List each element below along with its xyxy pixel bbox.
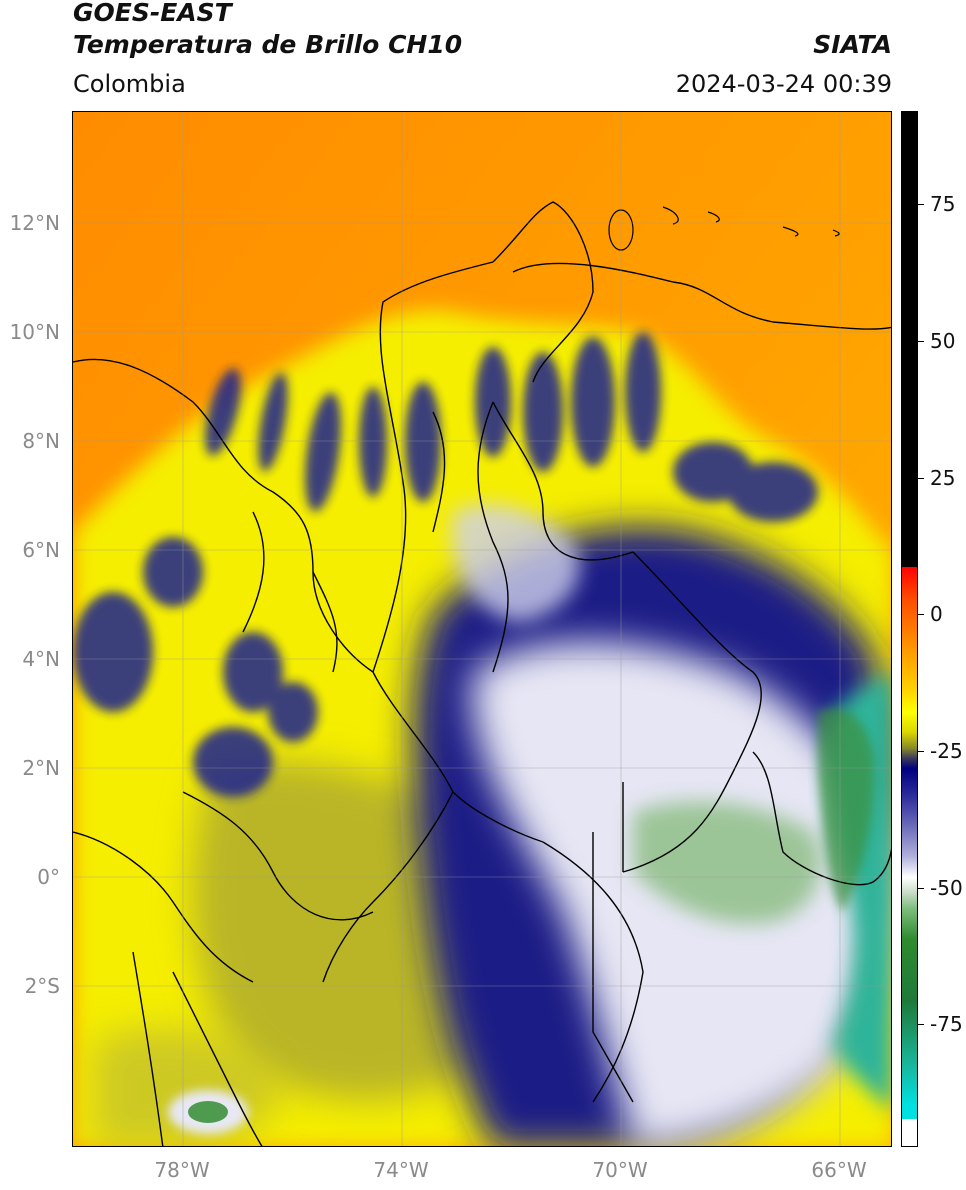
colorbar-tick [918, 341, 924, 342]
datetime-label: 2024-03-24 00:39 [675, 70, 892, 98]
lat-label: 10°N [9, 320, 60, 344]
colorbar-tick [918, 751, 924, 752]
boundaries [73, 201, 891, 1146]
satellite-title: GOES-EAST [73, 0, 232, 27]
map-canvas [73, 112, 891, 1146]
colorbar-label: -25 [930, 739, 963, 763]
lat-label: 2°N [22, 756, 60, 780]
lon-label: 66°W [811, 1158, 867, 1182]
colorbar-label: 50 [930, 329, 956, 353]
colorbar [901, 111, 918, 1147]
product-title: Temperatura de Brillo CH10 [73, 30, 463, 59]
colorbar-tick [918, 614, 924, 615]
colorbar-tick [918, 1024, 924, 1025]
green-cold-edge [818, 708, 874, 912]
lon-label: 78°W [154, 1158, 210, 1182]
lon-label: 74°W [373, 1158, 429, 1182]
isolated-cold-cell-core [188, 1101, 228, 1123]
satellite-map[interactable] [72, 111, 892, 1147]
colorbar-label: 75 [930, 192, 956, 216]
colorbar-tick [918, 888, 924, 889]
colorbar-label: 25 [930, 466, 956, 490]
lat-label: 8°N [22, 429, 60, 453]
olive-cloud-zone [192, 759, 493, 1100]
graticule [73, 112, 891, 1146]
colorbar-label: -50 [930, 876, 963, 900]
colorbar-label: 0 [930, 602, 943, 626]
cold-cloud-tops-2 [451, 503, 580, 622]
lon-label: 70°W [592, 1158, 648, 1182]
colorbar-tick [918, 204, 924, 205]
colorbar-tick [918, 478, 924, 479]
lat-label: 0° [37, 865, 60, 889]
colorbar-label: -75 [930, 1012, 963, 1036]
convective-streaks [73, 332, 818, 797]
lat-label: 12°N [9, 211, 60, 235]
green-cold-band [633, 801, 821, 924]
lat-label: 2°S [24, 974, 60, 998]
region-label: Colombia [73, 70, 186, 98]
source-label: SIATA [813, 30, 892, 59]
lat-label: 6°N [22, 538, 60, 562]
lat-label: 4°N [22, 647, 60, 671]
